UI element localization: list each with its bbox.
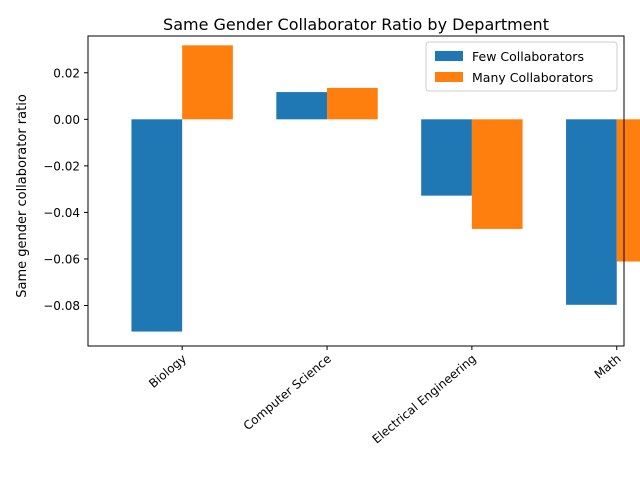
bar-few-3 (566, 119, 617, 305)
y-tick-label: −0.02 (43, 159, 80, 173)
legend-swatch-many (435, 72, 463, 82)
y-tick-label: −0.04 (43, 206, 80, 220)
y-tick-label: −0.06 (43, 252, 80, 266)
bar-few-1 (276, 92, 328, 120)
legend-box (425, 41, 618, 92)
bar-few-2 (421, 119, 472, 196)
y-tick-label: −0.08 (43, 299, 80, 313)
bar-many-3 (616, 119, 640, 262)
legend-label-few: Few Collaborators (472, 49, 584, 64)
y-tick-label: 0.00 (53, 113, 80, 127)
y-axis-label: Same gender collaborator ratio (15, 94, 30, 298)
legend: Few Collaborators Many Collaborators (425, 41, 618, 92)
y-tick-label: 0.02 (53, 66, 80, 80)
y-axis-ticks: −0.08 −0.06 −0.04 −0.02 0.00 0.02 (43, 66, 88, 313)
bar-many-1 (327, 87, 378, 120)
chart-title: Same Gender Collaborator Ratio by Depart… (163, 15, 549, 34)
legend-swatch-few (435, 51, 463, 61)
bars (131, 45, 640, 332)
bar-few-0 (131, 119, 183, 332)
bar-many-2 (471, 119, 523, 229)
plot-frame (87, 35, 625, 347)
bar-many-0 (182, 45, 233, 120)
legend-label-many: Many Collaborators (472, 70, 593, 85)
